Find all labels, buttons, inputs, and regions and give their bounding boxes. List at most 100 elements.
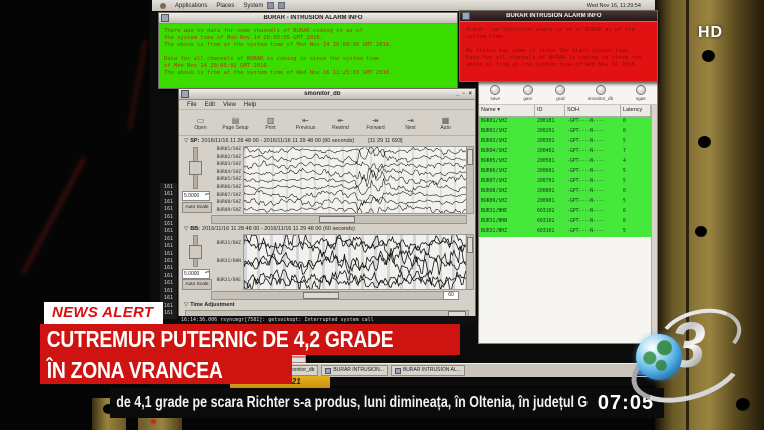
channel-label: BUR06/SHZ [216,185,241,190]
column-header[interactable]: Name ▾ [479,105,535,116]
launcher-item[interactable]: xgas [635,84,646,101]
taskbar-window-button[interactable]: BURAR INTRUSION AL... [390,365,465,376]
bb-scale-value[interactable]: 5.0000 ▴▾ [182,269,210,279]
column-header[interactable]: Latency [621,105,651,116]
menu-applications[interactable]: Applications [175,2,208,9]
sp-section-header[interactable]: ▽ SP: 2016/11/16 11 28 48 00 - 2016/11/1… [179,136,475,145]
toolbar-button[interactable]: ▥ Print [253,111,288,136]
rack-seam [686,0,689,430]
cell-latency: 6 [623,219,626,224]
menu-item[interactable]: View [223,101,236,108]
bb-autoscale-button[interactable]: Auto Scale [182,279,212,290]
table-row[interactable]: BUR05/SHZ 200501 -GPT----N---- 4 [479,157,657,167]
toolbar-button[interactable]: ▤ Page Setup [218,111,253,136]
table-row[interactable]: BUR03/SHZ 200301 -GPT----N---- 5 [479,137,657,147]
smonitor-titlebar[interactable]: smonitor_db _ ▫ × [179,89,475,100]
toolbar-button-icon: ▭ [196,116,205,125]
launcher-icon [522,84,533,95]
sp-scrollbar-vertical[interactable] [466,146,474,214]
toolbar-button[interactable]: ↠ Forward [358,111,393,136]
channel-label: BUR08/SHZ [216,200,241,206]
launcher-item[interactable]: smonitor_db [588,84,613,101]
menu-item[interactable]: Edit [204,101,216,108]
column-header[interactable]: SOH [565,105,621,116]
taskbar-window-button[interactable]: BURAR INTRUSION... [321,365,388,376]
table-row[interactable]: BUR31/BHN 603102 -GPT----N---- 6 [479,217,657,227]
channel-label: BUR09/SHZ [216,207,241,213]
channel-label: BUR04/SHZ [216,169,241,175]
cell-latency: 5 [623,169,626,174]
spinner-arrows-icon[interactable]: ▴▾ [204,269,209,274]
red-alert-body: Alarm - an intrusion alarm is on at BURA… [460,22,657,81]
panel-applet-icon[interactable] [278,2,286,9]
smonitor-title: smonitor_db [304,91,341,97]
cell-latency: 6 [623,209,626,214]
toolbar-button[interactable]: ▦ Auto [428,111,463,136]
cell-id: 603102 [537,209,555,214]
window-controls[interactable]: _ ▫ × [455,91,473,97]
line-number: 161 [163,206,174,213]
taskbar-window-label: BURAR INTRUSION AL... [402,367,461,373]
sp-waveform-area[interactable] [243,146,467,214]
green-alert-titlebar[interactable]: BURAR - INTRUSION ALARM INFO [159,13,457,24]
menu-places[interactable]: Places [216,2,235,9]
bb-scrollbar-vertical[interactable] [466,234,474,290]
toolbar-button-icon: ↞ [337,116,344,125]
table-row[interactable]: BUR31/BHZ 603101 -GPT----N---- 5 [479,227,657,237]
bb-section-header[interactable]: ▽ BB: 2016/11/16 11 28 48 00 - 2016/11/1… [179,224,475,233]
distro-logo-icon [160,2,166,9]
line-number: 161 [163,302,174,309]
smonitor-window: smonitor_db _ ▫ × File Edit View Help ▭ … [178,88,476,325]
scrollbar-vertical[interactable] [651,105,657,343]
menu-item[interactable]: Help [243,101,257,108]
toolbar-button[interactable]: ▭ Open [183,111,218,136]
red-alert-titlebar[interactable]: BURAR INTRUSION ALARM INFO _ ▫ × [460,11,657,22]
table-row[interactable]: BUR04/SHZ 200401 -GPT----N---- 7 [479,147,657,157]
launcher-item[interactable]: save [490,84,501,101]
panel-applet-icon[interactable] [267,2,275,9]
column-header[interactable]: ID [535,105,565,116]
table-row[interactable]: BUR02/SHZ 200201 -GPT----N---- 0 [479,127,657,137]
desktop-clock[interactable]: Wed Nov 16, 11:29:54 [586,2,641,9]
bb-waveform-area[interactable] [243,234,467,290]
headline-banner-line2: ÎN ZONA VRANCEA [40,355,292,384]
bb-window-seconds[interactable]: 60 [443,291,459,300]
sp-autoscale-button[interactable]: Auto Scale [182,202,212,213]
table-row[interactable]: BUR01/SHZ 200101 -GPT----N---- 0 [479,117,657,127]
launcher-item[interactable]: gcal [555,84,566,101]
table-row[interactable]: BUR31/BHE 603102 -GPT----N---- 6 [479,207,657,217]
background-terminal-strip: 161 161 161 161 161 161 161 161 161 161 … [160,183,177,319]
collapse-triangle-icon[interactable]: ▽ [184,225,189,232]
cell-name: BUR04/SHZ [481,149,507,154]
toolbar-button[interactable]: ↞ Rewind [323,111,358,136]
sp-slider-thumb[interactable] [189,161,202,175]
collapse-triangle-icon[interactable]: ▽ [184,137,189,144]
sp-scale-value[interactable]: 5.0000 ▴▾ [182,191,210,201]
cell-soh: -GPT----N---- [567,159,605,164]
window-icon [462,12,470,20]
cell-latency: 5 [623,179,626,184]
menu-system[interactable]: System [243,2,264,9]
table-row[interactable]: BUR06/SHZ 200601 -GPT----N---- 5 [479,167,657,177]
menu-item[interactable]: File [187,101,197,108]
collapse-triangle-icon[interactable]: ▽ [184,301,189,308]
cell-id: 200701 [537,179,555,184]
table-row[interactable]: BUR08/SHZ 200801 -GPT----N---- 0 [479,187,657,197]
launcher-item[interactable]: garv [522,84,533,101]
cell-id: 200501 [537,159,555,164]
toolbar-button[interactable]: ⇤ Previous [288,111,323,136]
line-number: 161 [163,309,174,316]
table-row[interactable]: BUR07/SHZ 200701 -GPT----N---- 5 [479,177,657,187]
toolbar-button[interactable]: ⇥ Next [393,111,428,136]
table-row[interactable]: BUR09/SHZ 200901 -GPT----N---- 5 [479,197,657,207]
bb-scrollbar-horizontal[interactable]: 60 [211,291,459,300]
sp-scrollbar-horizontal[interactable] [211,215,467,224]
green-alert-window: BURAR - INTRUSION ALARM INFO There was n… [158,12,458,89]
headline-banner-line1: CUTREMUR PUTERNIC DE 4,2 GRADE [40,324,460,355]
spinner-arrows-icon[interactable]: ▴▾ [204,191,209,196]
channel-label: BUR05/SHZ [216,177,241,183]
window-controls[interactable]: _ ▫ × [637,13,655,19]
launcher-icon [490,84,501,95]
time-adjustment-header[interactable]: ▽ Time Adjustment [179,300,475,309]
bb-slider-thumb[interactable] [189,245,202,259]
